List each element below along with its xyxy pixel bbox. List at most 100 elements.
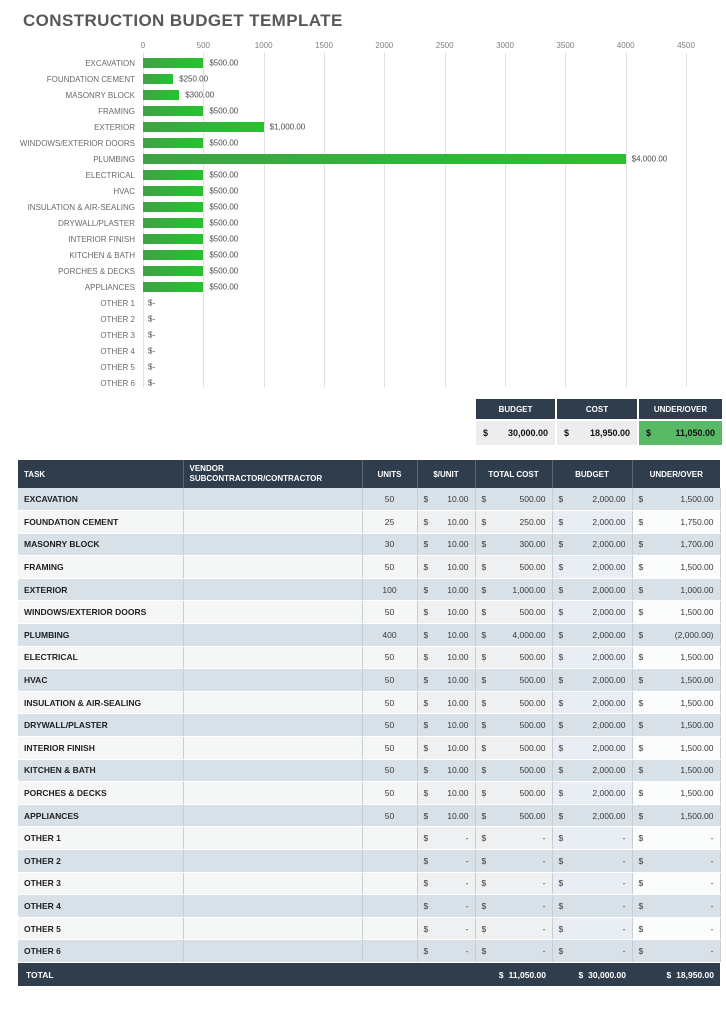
vendor-cell[interactable]: [183, 668, 363, 692]
task-cell[interactable]: WINDOWS/EXTERIOR DOORS: [18, 600, 184, 625]
total-cost-cell[interactable]: $ -: [475, 917, 553, 941]
task-cell[interactable]: ELECTRICAL: [18, 646, 184, 670]
budget-total-cell[interactable]: $30,000.00: [552, 962, 632, 987]
units-cell[interactable]: 50: [362, 488, 418, 512]
units-cell[interactable]: 25: [362, 510, 418, 534]
vendor-cell[interactable]: [183, 804, 363, 828]
budget-cell[interactable]: $2,000.00: [552, 555, 633, 579]
vendor-cell[interactable]: [183, 826, 363, 850]
under-over-cell[interactable]: $1,500.00: [632, 600, 721, 625]
budget-cell[interactable]: $ -: [552, 826, 633, 850]
under-over-cell[interactable]: $1,500.00: [632, 736, 721, 760]
vendor-cell[interactable]: [183, 646, 363, 670]
vendor-cell[interactable]: [183, 917, 363, 941]
unit-cost-cell[interactable]: $10.00: [417, 533, 476, 557]
task-cell[interactable]: DRYWALL/PLASTER: [18, 713, 184, 738]
vendor-cell[interactable]: [183, 600, 363, 625]
total-cost-cell[interactable]: $500.00: [475, 804, 553, 828]
total-cost-cell[interactable]: $ -: [475, 849, 553, 873]
task-cell[interactable]: HVAC: [18, 668, 184, 692]
vendor-cell[interactable]: [183, 623, 363, 647]
unit-cost-cell[interactable]: $10.00: [417, 781, 476, 805]
budget-cell[interactable]: $2,000.00: [552, 533, 633, 557]
under-over-cell[interactable]: $1,500.00: [632, 668, 721, 692]
units-cell[interactable]: 50: [362, 555, 418, 579]
task-cell[interactable]: FOUNDATION CEMENT: [18, 510, 184, 534]
under-over-total-cell[interactable]: $18,950.00: [632, 962, 720, 987]
task-cell[interactable]: PLUMBING: [18, 623, 184, 647]
task-cell[interactable]: FRAMING: [18, 555, 184, 579]
unit-cost-cell[interactable]: $ -: [417, 872, 476, 896]
budget-cell[interactable]: $2,000.00: [552, 668, 633, 692]
task-cell[interactable]: KITCHEN & BATH: [18, 759, 184, 783]
units-cell[interactable]: 50: [362, 646, 418, 670]
vendor-cell[interactable]: [183, 533, 363, 557]
total-cost-cell[interactable]: $1,000.00: [475, 578, 553, 602]
unit-cost-cell[interactable]: $ -: [417, 894, 476, 918]
under-over-cell[interactable]: $1,700.00: [632, 533, 721, 557]
units-cell[interactable]: 400: [362, 623, 418, 647]
units-cell[interactable]: [362, 849, 418, 873]
unit-cost-cell[interactable]: $10.00: [417, 759, 476, 783]
total-cost-cell[interactable]: $500.00: [475, 691, 553, 715]
budget-cell[interactable]: $ -: [552, 894, 633, 918]
budget-cell[interactable]: $2,000.00: [552, 578, 633, 602]
vendor-cell[interactable]: [183, 781, 363, 805]
units-cell[interactable]: 50: [362, 600, 418, 625]
budget-cell[interactable]: $2,000.00: [552, 804, 633, 828]
total-cost-cell[interactable]: $500.00: [475, 759, 553, 783]
budget-cell[interactable]: $ -: [552, 872, 633, 896]
unit-cost-cell[interactable]: $ -: [417, 917, 476, 941]
task-cell[interactable]: OTHER 2: [18, 849, 184, 873]
total-cost-cell[interactable]: $ -: [475, 872, 553, 896]
units-cell[interactable]: [362, 917, 418, 941]
under-over-cell[interactable]: $ -: [632, 917, 721, 941]
total-cost-cell[interactable]: $500.00: [475, 736, 553, 760]
units-cell[interactable]: [362, 872, 418, 896]
units-cell[interactable]: 50: [362, 691, 418, 715]
unit-cost-cell[interactable]: $ -: [417, 939, 476, 963]
under-over-cell[interactable]: $1,500.00: [632, 759, 721, 783]
total-cost-cell[interactable]: $250.00: [475, 510, 553, 534]
unit-cost-cell[interactable]: $10.00: [417, 510, 476, 534]
budget-cell[interactable]: $2,000.00: [552, 736, 633, 760]
units-cell[interactable]: 50: [362, 759, 418, 783]
unit-cost-cell[interactable]: $10.00: [417, 555, 476, 579]
vendor-cell[interactable]: [183, 939, 363, 963]
unit-cost-cell[interactable]: $ -: [417, 849, 476, 873]
unit-cost-cell[interactable]: $10.00: [417, 623, 476, 647]
unit-cost-cell[interactable]: $10.00: [417, 578, 476, 602]
unit-cost-cell[interactable]: $10.00: [417, 488, 476, 512]
total-cost-cell[interactable]: $ -: [475, 939, 553, 963]
budget-cell[interactable]: $2,000.00: [552, 646, 633, 670]
total-cost-cell[interactable]: $ -: [475, 894, 553, 918]
task-cell[interactable]: PORCHES & DECKS: [18, 781, 184, 805]
task-cell[interactable]: OTHER 4: [18, 894, 184, 918]
under-over-cell[interactable]: $ (2,000.00): [632, 623, 721, 647]
vendor-cell[interactable]: [183, 713, 363, 738]
total-cost-cell[interactable]: $300.00: [475, 533, 553, 557]
under-over-cell[interactable]: $1,000.00: [632, 578, 721, 602]
units-cell[interactable]: [362, 894, 418, 918]
under-over-cell[interactable]: $1,750.00: [632, 510, 721, 534]
task-cell[interactable]: OTHER 3: [18, 872, 184, 896]
task-cell[interactable]: EXTERIOR: [18, 578, 184, 602]
total-cost-total-cell[interactable]: $11,050.00: [475, 962, 552, 987]
budget-cell[interactable]: $2,000.00: [552, 759, 633, 783]
under-over-cell[interactable]: $1,500.00: [632, 713, 721, 738]
under-over-cell[interactable]: $ -: [632, 872, 721, 896]
vendor-cell[interactable]: [183, 555, 363, 579]
budget-cell[interactable]: $2,000.00: [552, 691, 633, 715]
total-cost-cell[interactable]: $500.00: [475, 600, 553, 625]
units-cell[interactable]: 50: [362, 668, 418, 692]
total-cost-cell[interactable]: $500.00: [475, 555, 553, 579]
budget-cell[interactable]: $ -: [552, 917, 633, 941]
task-cell[interactable]: INSULATION & AIR-SEALING: [18, 691, 184, 715]
total-cost-cell[interactable]: $ -: [475, 826, 553, 850]
units-cell[interactable]: [362, 939, 418, 963]
budget-cell[interactable]: $2,000.00: [552, 510, 633, 534]
vendor-cell[interactable]: [183, 849, 363, 873]
budget-cell[interactable]: $ -: [552, 939, 633, 963]
units-cell[interactable]: [362, 826, 418, 850]
task-cell[interactable]: OTHER 5: [18, 917, 184, 941]
